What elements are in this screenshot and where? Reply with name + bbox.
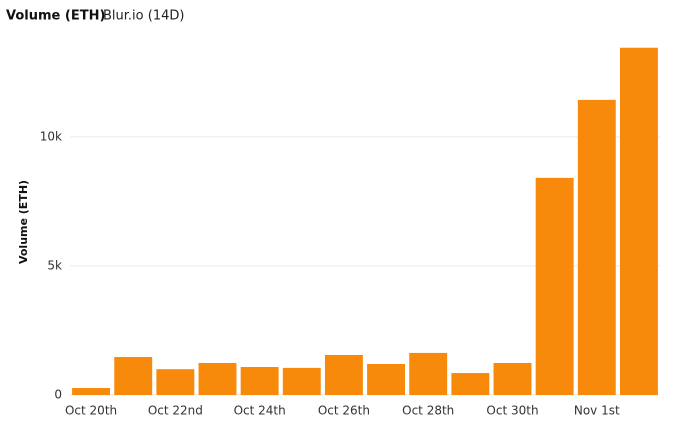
bar: [493, 362, 532, 395]
bar: [282, 367, 321, 395]
bar: [156, 369, 195, 395]
x-tick-label: Oct 22nd: [148, 404, 203, 418]
bar: [409, 352, 448, 395]
chart-title: Volume (ETH): [6, 9, 105, 24]
x-tick-label: Oct 26th: [318, 404, 370, 418]
bar: [198, 362, 237, 395]
bar: [451, 373, 490, 395]
bar: [577, 99, 616, 395]
bar: [619, 47, 658, 395]
bar: [324, 354, 363, 395]
x-tick-label: Oct 30th: [486, 404, 538, 418]
y-tick-label: 0: [54, 388, 62, 402]
x-tick-label: Oct 20th: [65, 404, 117, 418]
y-tick-label: 10k: [40, 129, 62, 143]
bar: [535, 177, 574, 395]
x-tick-label: Oct 24th: [234, 404, 286, 418]
bar: [72, 388, 111, 395]
x-tick-label: Oct 28th: [402, 404, 454, 418]
bar: [114, 357, 153, 395]
x-tick-label: Nov 1st: [574, 404, 620, 418]
bar: [367, 364, 406, 395]
y-tick-label: 5k: [47, 258, 62, 272]
chart-subtitle: Blur.io (14D): [103, 9, 184, 24]
bar: [240, 366, 279, 395]
y-axis-label: Volume (ETH): [17, 180, 30, 264]
